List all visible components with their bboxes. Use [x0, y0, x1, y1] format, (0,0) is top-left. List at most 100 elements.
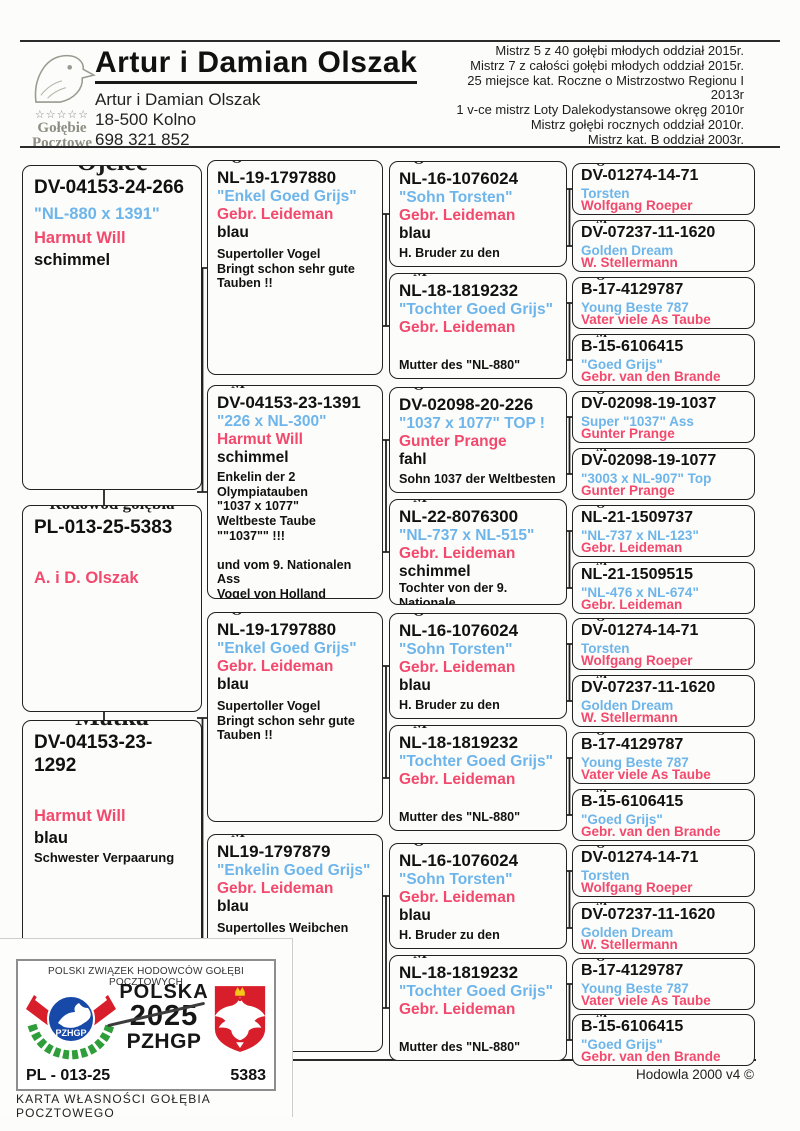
comment: Enkelin der 2 Olympiatauben "1037 x 1077…	[217, 470, 352, 599]
ring-number: DV-02098-19-1037	[581, 395, 717, 412]
stamp-year: 2025	[129, 1000, 199, 1032]
ring-number: DV-07237-11-1620	[581, 224, 716, 241]
mother-label: Matka	[68, 721, 156, 731]
breeder-name: W. Stellermann	[581, 710, 678, 726]
gen3-box-4: M NL-22-8076300 "NL-737 x NL-515" Gebr. …	[389, 499, 567, 605]
pigeon-name: "NL-880 x 1391"	[34, 204, 160, 223]
stamp-frame: POLSKI ZWIĄZEK HODOWCÓW GOŁĘBI POCZTOWYC…	[16, 959, 276, 1091]
sex-label: M	[589, 1015, 615, 1020]
ring-number: DV-01274-14-71	[581, 622, 699, 639]
pigeon-name: "Sohn Torsten"	[399, 871, 513, 889]
gen4-box-4: M B-15-6106415 "Goed Grijs" Gebr. van de…	[572, 334, 755, 386]
sex-label: M	[589, 903, 615, 908]
ring-number: B-17-4129787	[581, 281, 684, 298]
breeder-name: Gebr. Leideman	[399, 771, 516, 789]
comment: Tochter von der 9. Nationale	[399, 581, 508, 605]
breeder-phone: 698 321 852	[95, 130, 190, 149]
pigeon-name: Golden Dream	[581, 242, 674, 258]
footer-rule	[22, 1059, 756, 1061]
pigeon-head-icon	[34, 54, 96, 103]
breeder-name: Wolfgang Roeper	[581, 198, 693, 214]
achievement-line: Mistrz 7 z całości gołębi młodych oddzia…	[470, 57, 744, 73]
owner-name: A. i D. Olszak	[34, 568, 139, 587]
breeder-name: Gebr. Leideman	[399, 545, 516, 563]
sex-label: M	[589, 676, 615, 681]
sex-label: M	[589, 790, 615, 795]
comment: H. Bruder zu den	[399, 698, 500, 713]
breeder-name: Gebr. Leideman	[399, 1001, 516, 1019]
sex-label: O	[589, 278, 613, 283]
comment: Schwester Verpaarung	[34, 850, 175, 866]
pigeon-color: blau	[399, 225, 431, 243]
pigeon-name: Torsten	[581, 185, 630, 201]
breeder-name: Gebr. Leideman	[217, 206, 334, 224]
ring-number: DV-01274-14-71	[581, 167, 699, 184]
gen3-box-1: O NL-16-1076024 "Sohn Torsten" Gebr. Lei…	[389, 161, 567, 267]
ring-number: NL-18-1819232	[399, 963, 519, 982]
ring-number: NL-16-1076024	[399, 169, 519, 188]
gen4-box-12: M B-15-6106415 "Goed Grijs" Gebr. van de…	[572, 789, 755, 841]
achievement-line: Mistrz gołębi rocznych oddział 2010r.	[530, 116, 744, 132]
sex-label: M	[406, 500, 435, 507]
pigeon-color: blau	[217, 676, 249, 694]
achievement-line: Mistrz 5 z 40 gołębi młodych oddział 201…	[495, 43, 744, 58]
pigeon-name: "Goed Grijs"	[581, 1036, 663, 1052]
gen4-box-9: O DV-01274-14-71 Torsten Wolfgang Roeper	[572, 618, 755, 670]
ring-number: NL-19-1797880	[217, 168, 337, 187]
gen4-box-2: M DV-07237-11-1620 Golden Dream W. Stell…	[572, 220, 755, 272]
pigeon-name	[34, 543, 190, 567]
ring-number: DV-04153-23-1391	[217, 393, 361, 412]
ring-number: NL19-1797879	[217, 842, 331, 861]
breeder-name: Gebr. Leideman	[399, 889, 516, 907]
page-title: Artur i Damian Olszak	[95, 46, 418, 84]
comment: Sohn 1037 der Weltbesten	[399, 472, 556, 487]
gen4-box-3: O B-17-4129787 Young Beste 787 Vater vie…	[572, 277, 755, 329]
breeder-name: Harmut Will	[34, 806, 126, 825]
stamp-org: PZHGP	[126, 1030, 202, 1053]
achievement-line: 1 v-ce mistrz Loty Dalekodystansowe okrę…	[456, 102, 744, 118]
ring-number: NL-16-1076024	[399, 851, 519, 870]
comment: Mutter des "NL-880"	[399, 358, 521, 373]
pigeon-name: Super "1037" Ass	[581, 413, 694, 429]
ring-number: NL-18-1819232	[399, 733, 519, 752]
pigeon-color: schimmel	[34, 251, 111, 270]
sex-label: O	[589, 392, 613, 397]
pigeon-name: "NL-737 x NL-123"	[581, 527, 699, 543]
comment: Supertoller Vogel Bringt schon sehr gute…	[217, 247, 355, 291]
father-box: Ojciec DV-04153-24-266 "NL-880 x 1391" H…	[22, 165, 202, 490]
pigeon-color: blau	[217, 224, 249, 242]
ring-number: NL-22-8076300	[399, 507, 519, 526]
sex-label: M	[589, 335, 615, 340]
comment: H. Bruder zu den	[399, 246, 500, 261]
gen2-box-1: O NL-19-1797880 "Enkel Goed Grijs" Gebr.…	[207, 160, 383, 375]
gen4-box-6: M DV-02098-19-1077 "3003 x NL-907" Top G…	[572, 448, 755, 500]
sex-label: O	[406, 162, 432, 169]
pigeon-name	[34, 781, 190, 805]
pigeon-name: Golden Dream	[581, 924, 674, 940]
sex-label: O	[224, 161, 250, 168]
comment: Supertolles Weibchen	[217, 921, 349, 936]
sex-label: O	[406, 844, 432, 851]
pigeon-name: Torsten	[581, 867, 630, 883]
breeder-name: Wolfgang Roeper	[581, 653, 693, 669]
pigeon-name: Young Beste 787	[581, 980, 689, 996]
pigeon-name: "Tochter Goed Grijs"	[399, 983, 553, 1001]
pigeon-color: schimmel	[399, 563, 471, 581]
pigeon-name: "Sohn Torsten"	[399, 189, 513, 207]
pigeon-name: Golden Dream	[581, 697, 674, 713]
breeder-name: Gebr. Leideman	[217, 880, 334, 898]
breeder-name: Gebr. Leideman	[581, 540, 683, 556]
breeder-name: Gunter Prange	[581, 483, 675, 499]
pigeon-name: Young Beste 787	[581, 299, 689, 315]
ring-number: DV-02098-19-1077	[581, 452, 717, 469]
stamp-country: POLSKA	[119, 981, 209, 1003]
achievements-list: Mistrz 5 z 40 gołębi młodych oddział 201…	[404, 43, 744, 148]
ring-number: DV-04153-24-266	[34, 177, 184, 198]
pigeon-name: "226 x NL-300"	[217, 413, 327, 431]
pigeon-name: Young Beste 787	[581, 754, 689, 770]
pigeon-name: "Goed Grijs"	[581, 811, 663, 827]
pigeon-name: "3003 x NL-907" Top	[581, 470, 712, 486]
pigeon-color: blau	[34, 828, 68, 847]
pigeon-name: "Tochter Goed Grijs"	[399, 753, 553, 771]
